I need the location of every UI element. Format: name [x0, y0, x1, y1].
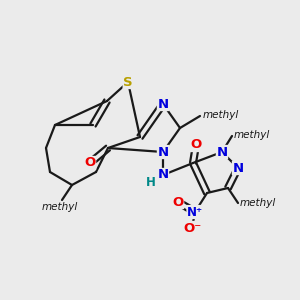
Text: O: O: [172, 196, 184, 208]
Text: methyl: methyl: [234, 130, 270, 140]
Text: N: N: [158, 146, 169, 158]
Text: N: N: [216, 146, 228, 158]
Text: methyl: methyl: [42, 202, 78, 212]
Text: N: N: [158, 98, 169, 110]
Text: H: H: [146, 176, 156, 190]
Text: N⁺: N⁺: [187, 206, 203, 218]
Text: methyl: methyl: [240, 198, 276, 208]
Text: O⁻: O⁻: [183, 221, 201, 235]
Text: O: O: [84, 157, 96, 169]
Text: S: S: [123, 76, 133, 88]
Text: N: N: [232, 161, 244, 175]
Text: O: O: [190, 139, 202, 152]
Text: N: N: [158, 169, 169, 182]
Text: methyl: methyl: [203, 110, 239, 120]
